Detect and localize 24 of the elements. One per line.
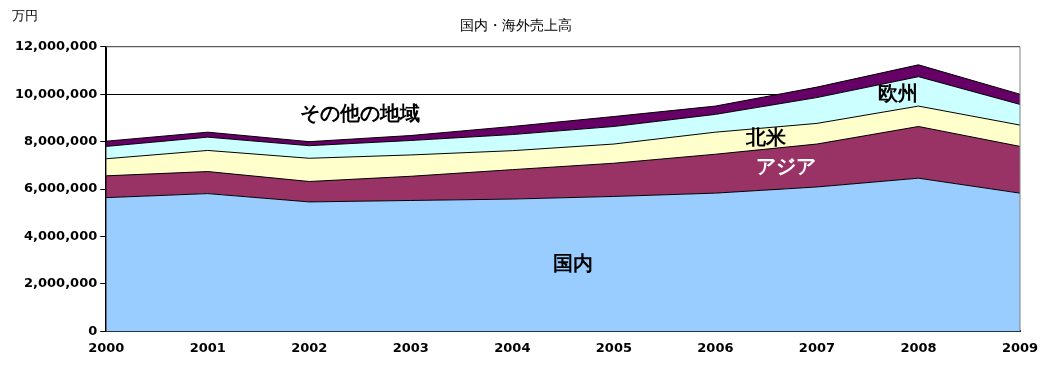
x-tick-label: 2000 xyxy=(88,339,125,355)
series-label: その他の地域 xyxy=(300,100,421,125)
series-label: 欧州 xyxy=(878,81,919,106)
y-tick-label: 2,000,000 xyxy=(24,275,98,291)
y-axis-title: 万円 xyxy=(12,8,38,24)
series-label: 北米 xyxy=(745,124,788,149)
series-label: 国内 xyxy=(553,250,594,275)
x-tick-label: 2003 xyxy=(392,339,429,355)
x-tick-label: 2004 xyxy=(494,339,531,355)
x-tick-label: 2009 xyxy=(1001,339,1039,355)
x-tick-label: 2001 xyxy=(189,339,226,355)
y-tick-label: 0 xyxy=(88,322,98,338)
x-tick-label: 2008 xyxy=(900,339,937,355)
x-tick-label: 2002 xyxy=(291,339,328,355)
y-tick-label: 12,000,000 xyxy=(14,38,98,54)
y-tick-label: 6,000,000 xyxy=(24,180,98,196)
y-tick-label: 4,000,000 xyxy=(24,227,98,243)
x-tick-label: 2007 xyxy=(798,339,836,355)
series-label: アジア xyxy=(756,154,817,179)
y-tick-label: 8,000,000 xyxy=(24,133,98,149)
x-tick-label: 2006 xyxy=(697,339,734,355)
y-tick-label: 10,000,000 xyxy=(14,85,98,101)
x-tick-label: 2005 xyxy=(595,339,632,355)
chart-title: 国内・海外売上高 xyxy=(460,17,572,34)
